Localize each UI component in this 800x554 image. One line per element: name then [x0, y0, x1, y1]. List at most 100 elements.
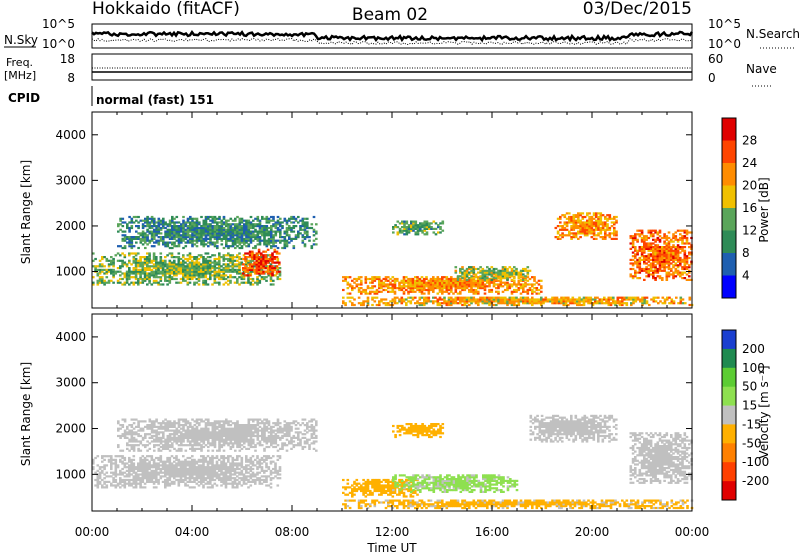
echo-cell	[432, 288, 435, 292]
echo-cell	[218, 252, 221, 255]
echo-cell	[492, 303, 496, 307]
echo-cell	[297, 221, 300, 224]
echo-cell	[242, 276, 246, 279]
echo-cell	[155, 268, 158, 271]
echo-cell	[306, 217, 309, 220]
echo-cell	[173, 237, 176, 240]
echo-cell	[227, 478, 230, 482]
echo-cell	[565, 223, 569, 226]
echo-cell	[220, 469, 223, 472]
echo-cell	[134, 466, 138, 469]
echo-cell	[231, 261, 235, 264]
echo-cell	[204, 239, 208, 242]
echo-cell	[146, 455, 149, 458]
echo-cell	[225, 228, 228, 231]
echo-cell	[654, 244, 657, 247]
echo-cell	[652, 260, 655, 263]
echo-cell	[229, 455, 232, 458]
echo-cell	[416, 288, 419, 292]
echo-cell	[249, 467, 253, 471]
echo-cell	[658, 247, 662, 250]
echo-cell	[427, 296, 431, 299]
echo-cell	[125, 270, 129, 273]
echo-cell	[258, 241, 262, 244]
noise-panel-frame	[91, 23, 693, 49]
echo-cell	[256, 279, 259, 282]
echo-cell	[384, 285, 388, 288]
echo-cell	[188, 480, 192, 483]
echo-cell	[209, 456, 212, 460]
echo-cell	[269, 265, 272, 268]
echo-cell	[306, 221, 309, 224]
echo-cell	[441, 281, 444, 284]
echo-cell	[233, 473, 237, 476]
echo-cell	[166, 245, 170, 248]
echo-cell	[579, 236, 582, 239]
echo-cell	[595, 226, 598, 230]
echo-cell	[114, 458, 118, 461]
echo-cell	[213, 259, 217, 262]
echo-cell	[571, 300, 575, 303]
echo-cell	[166, 471, 169, 474]
echo-cell	[634, 273, 637, 276]
echo-cell	[574, 225, 578, 228]
echo-cell	[166, 480, 169, 483]
echo-cell	[186, 232, 190, 235]
echo-cell	[656, 238, 660, 241]
echo-cell	[387, 302, 390, 305]
echo-cell	[213, 467, 217, 471]
echo-cell	[553, 296, 557, 299]
echo-cell	[425, 281, 428, 284]
echo-cell	[600, 300, 604, 303]
echo-cell	[432, 283, 435, 286]
echo-cell	[443, 285, 446, 288]
echo-cell	[177, 460, 181, 463]
echo-cell	[222, 477, 226, 480]
echo-cell	[506, 303, 509, 307]
echo-cell	[103, 464, 106, 467]
echo-cell	[229, 261, 232, 264]
echo-cell	[236, 268, 239, 271]
echo-cell	[416, 287, 419, 290]
echo-cell	[220, 467, 223, 471]
echo-cell	[658, 240, 662, 243]
echo-cell	[256, 243, 260, 246]
echo-cell	[186, 228, 190, 231]
echo-cell	[535, 300, 539, 303]
echo-cell	[257, 257, 261, 261]
echo-cell	[107, 480, 111, 483]
echo-cell	[647, 271, 651, 274]
echo-cell	[382, 281, 386, 284]
echo-cell	[438, 287, 442, 290]
echo-cell	[242, 477, 246, 480]
echo-cell	[439, 226, 442, 229]
echo-cell	[522, 302, 525, 305]
echo-cell	[393, 296, 397, 299]
echo-cell	[681, 247, 684, 250]
echo-cell	[238, 232, 242, 235]
echo-cell	[175, 226, 179, 230]
echo-cell	[658, 275, 662, 278]
echo-cell	[155, 462, 158, 465]
echo-cell	[670, 267, 673, 271]
echo-cell	[240, 226, 244, 230]
echo-cell	[266, 248, 270, 251]
echo-cell	[423, 279, 426, 282]
echo-cell	[283, 241, 287, 244]
echo-cell	[231, 256, 235, 259]
echo-cell	[216, 232, 219, 235]
echo-cell	[245, 455, 248, 458]
echo-cell	[103, 486, 106, 489]
echo-cell	[101, 281, 104, 284]
echo-cell	[579, 225, 582, 228]
echo-cell	[393, 283, 397, 286]
echo-cell	[247, 219, 251, 222]
echo-cell	[274, 223, 278, 226]
echo-cell	[559, 234, 562, 237]
echo-cell	[231, 239, 235, 242]
echo-cell	[164, 272, 167, 275]
echo-cell	[175, 256, 178, 259]
echo-cell	[175, 215, 179, 219]
echo-cell	[351, 303, 354, 307]
echo-cell	[107, 475, 111, 478]
